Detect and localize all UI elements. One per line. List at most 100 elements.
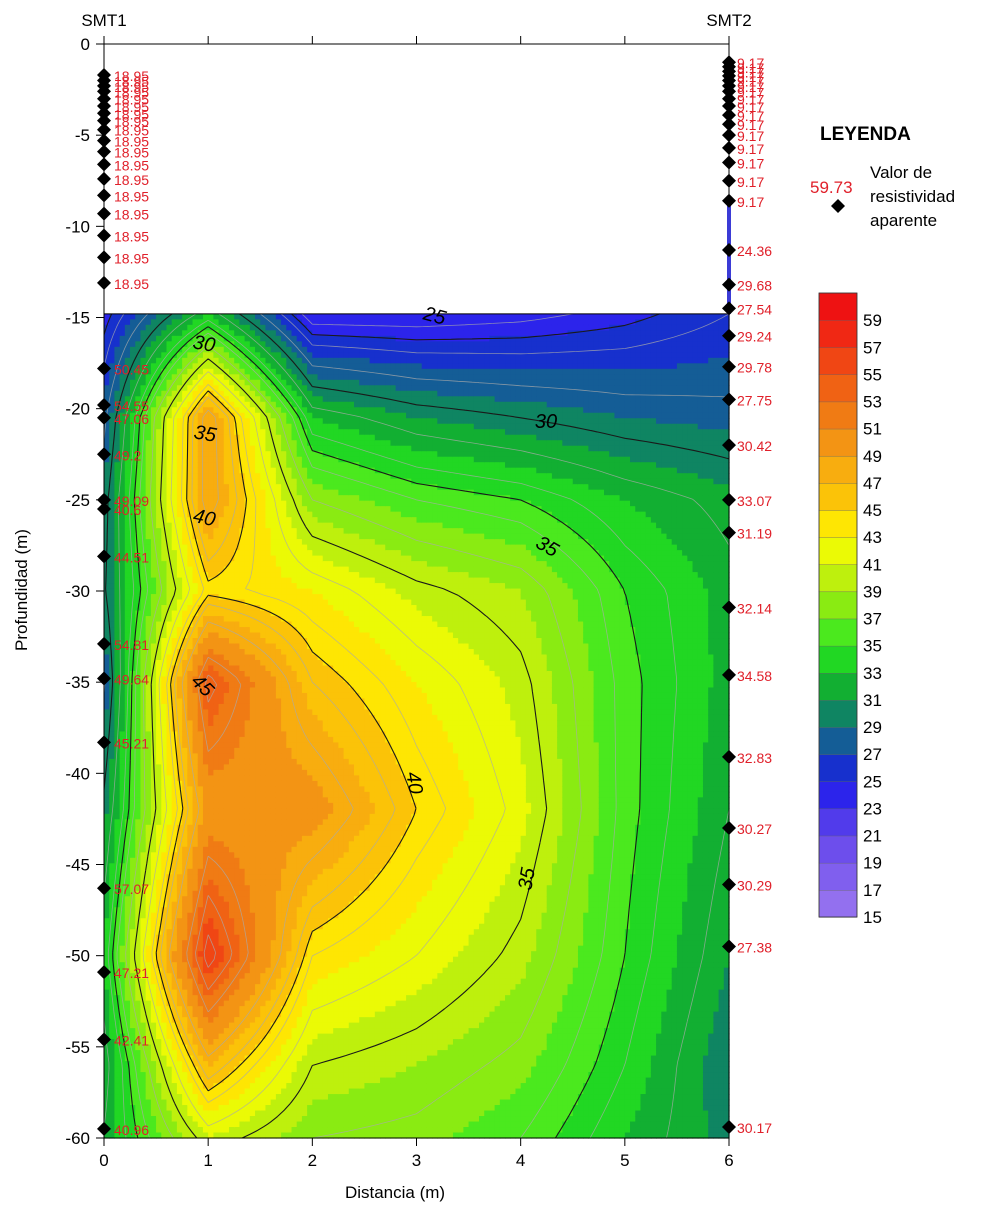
contour-cell [197,330,204,337]
contour-cell [223,973,230,980]
contour-cell [229,813,235,820]
contour-cell [176,462,183,469]
contour-cell [176,753,183,760]
contour-cell [135,528,142,535]
contour-cell [150,1088,157,1095]
contour-cell [239,335,246,342]
contour-cell [213,659,220,667]
contour-cell [109,874,116,881]
contour-cell [260,973,267,980]
contour-cell [213,1105,220,1112]
contour-cell [244,709,251,716]
contour-cell [145,791,152,798]
contour-cell [202,643,209,650]
contour-cell [109,720,116,727]
contour-cell [218,780,225,787]
contour-cell [234,451,241,458]
contour-cell [270,484,277,491]
contour-cell [104,396,110,403]
contour-cell [171,951,178,958]
contour-cell [197,1000,204,1007]
contour-cell [109,511,116,518]
contour-cell [145,780,152,787]
contour-cell [275,500,282,507]
contour-cell [202,973,209,980]
contour-cell [234,1083,241,1090]
contour-cell [270,945,277,952]
contour-cell [135,346,142,353]
contour-cell [150,341,157,348]
contour-cell [223,335,230,342]
contour-cell [109,868,116,875]
contour-cell [213,934,220,941]
contour-cell [239,890,246,897]
contour-cell [119,401,126,408]
contour-cell [270,1066,277,1073]
contour-cell [213,1011,220,1018]
contour-cell [239,951,246,958]
contour-cell [124,912,131,919]
contour-cell [249,907,256,914]
contour-cell [104,780,110,787]
contour-cell [176,764,183,771]
contour-cell [265,1105,272,1112]
contour-cell [176,434,183,441]
contour-cell [213,951,220,958]
contour-cell [197,583,204,590]
contour-cell [171,484,178,491]
contour-cell [208,874,214,881]
contour-cell [229,791,235,798]
contour-cell [150,967,157,974]
contour-cell [202,879,209,886]
contour-cell [239,385,246,392]
contour-cell [109,616,116,623]
contour-cell [161,445,168,452]
contour-cell [234,901,241,908]
contour-cell [218,621,225,628]
contour-cell [140,791,147,798]
contour-cell [109,709,116,716]
contour-cell [270,401,277,408]
contour-cell [229,374,235,381]
contour-cell [119,659,126,667]
contour-cell [265,1121,272,1128]
contour-cell [192,1077,199,1084]
contour-cell [150,670,157,678]
contour-cell [130,703,136,711]
contour-cell [202,1061,209,1068]
contour-cell [275,346,282,353]
contour-cell [140,555,147,562]
contour-cell [182,978,188,985]
contour-cell [166,363,173,370]
contour-cell [182,1099,188,1106]
contour-cell [135,709,142,716]
contour-cell [104,1061,110,1068]
contour-cell [161,698,168,705]
contour-cell [223,654,230,661]
contour-cell [171,330,178,337]
contour-cell [208,1072,214,1079]
contour-cell [265,714,272,722]
contour-cell [234,1011,241,1018]
contour-cell [182,857,188,864]
contour-cell [119,363,126,370]
contour-cell [192,830,199,837]
contour-cell [265,1022,272,1029]
contour-cell [192,335,199,342]
contour-cell [109,934,116,941]
contour-cell [192,390,199,397]
contour-cell [109,764,116,771]
contour-cell [260,462,267,469]
contour-cell [244,912,251,919]
contour-cell [223,742,230,749]
contour-cell [171,550,178,557]
contour-cell [161,511,168,518]
contour-cell [255,808,261,815]
contour-cell [260,1110,267,1117]
contour-cell [223,747,230,754]
contour-cell [166,506,173,513]
contour-cell [239,929,246,936]
contour-cell [166,758,173,765]
contour-cell [239,995,246,1002]
contour-cell [130,830,136,837]
